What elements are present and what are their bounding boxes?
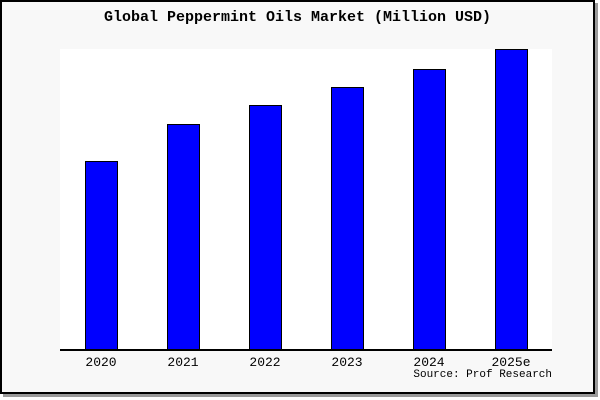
x-tick-label-2025e: 2025e [491,355,531,370]
bar-slot-2023 [306,49,388,349]
bar-2022 [248,105,282,349]
x-axis-ticks: 2020 2021 2022 2023 2024 2025e [60,355,552,370]
chart-title: Global Peppermint Oils Market (Million U… [103,9,492,26]
plot-area [60,49,552,351]
x-tick-label-2020: 2020 [85,355,117,370]
bar-slot-2020 [60,49,142,349]
x-tick-label-2024: 2024 [413,355,445,370]
x-tick-label-2021: 2021 [167,355,199,370]
bar-2020 [84,161,118,349]
source-credit: Source: Prof Research [413,369,552,381]
x-tick-label-2022: 2022 [249,355,281,370]
bar-2023 [330,87,364,349]
bar-2024 [412,69,446,349]
bar-slot-2022 [224,49,306,349]
bar-slot-2024 [388,49,470,349]
bar-2021 [166,124,200,349]
x-tick-label-2023: 2023 [331,355,363,370]
bar-2025e [494,49,528,349]
chart-box: Global Peppermint Oils Market (Million U… [0,0,595,394]
bar-slot-2021 [142,49,224,349]
bar-slot-2025e [470,49,552,349]
bars [60,49,552,349]
